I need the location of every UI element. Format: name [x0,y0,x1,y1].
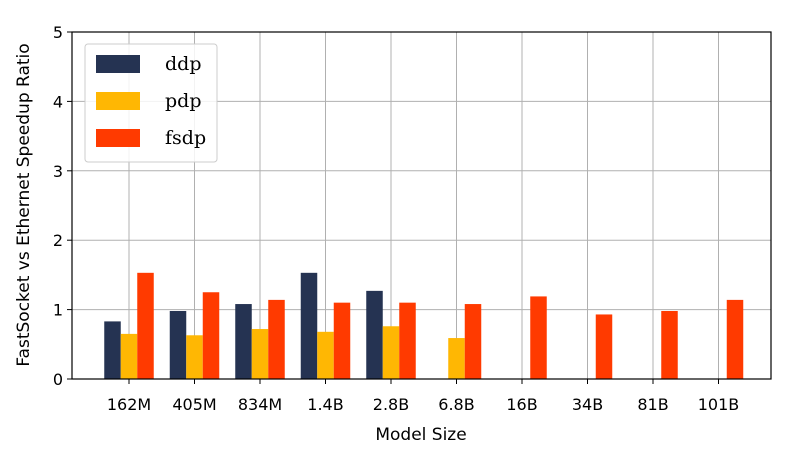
x-axis-ticks: 162M 405M 834M 1.4B 2.8B 6.8B 16B 34B 81B 101B [107,379,739,414]
bar-fsdp-101B [726,299,744,379]
legend-swatch-fsdp [96,129,140,147]
y-tick-label: 1 [53,301,63,320]
plot-frame [71,31,772,380]
bar-pdp-405M [186,335,203,379]
bar-pdp-2.8B [382,326,400,379]
x-tick-label: 405M [172,395,216,414]
legend-label-fsdp: fsdp [165,127,206,149]
y-axis-ticks: 0 1 2 3 4 5 [53,23,72,389]
x-axis-label: Model Size [375,425,466,445]
bar-fsdp-162M [137,272,154,379]
legend-label-pdp: pdp [165,90,202,112]
legend-label-ddp: ddp [165,53,202,75]
y-tick-label: 0 [53,370,63,389]
y-tick-label: 3 [53,162,63,181]
bar-fsdp-6.8B [464,304,482,379]
x-tick-label: 81B [637,395,668,414]
bar-pdp-6.8B [448,338,465,379]
bar-pdp-162M [120,333,138,379]
x-tick-label: 1.4B [307,395,343,414]
x-tick-label: 162M [107,395,151,414]
y-tick-label: 4 [53,92,63,111]
bar-ddp-834M [235,304,252,379]
bar-fsdp-16B [530,296,547,379]
bar-fsdp-34B [595,314,613,379]
bar-fsdp-2.8B [399,302,416,379]
bar-ddp-1.4B [300,272,318,379]
bar-ddp-405M [169,310,187,379]
bar-fsdp-81B [661,310,678,379]
x-tick-label: 101B [698,395,740,414]
y-axis-label: FastSocket vs Ethernet Speedup Ratio [14,43,34,366]
y-tick-label: 5 [53,23,63,42]
bar-pdp-1.4B [317,331,334,379]
legend-swatch-pdp [96,92,140,110]
bar-ddp-162M [104,321,121,379]
x-tick-label: 834M [238,395,282,414]
x-tick-label: 16B [506,395,537,414]
y-tick-label: 2 [53,231,63,250]
bars [104,272,744,379]
x-tick-label: 6.8B [438,395,474,414]
bar-ddp-2.8B [366,290,383,379]
bar-fsdp-405M [202,292,220,379]
x-tick-label: 34B [572,395,603,414]
bar-pdp-834M [251,329,269,379]
bar-fsdp-1.4B [333,302,351,379]
legend-swatch-ddp [96,55,140,73]
legend: ddp pdp fsdp [84,43,218,163]
bar-fsdp-834M [268,299,285,379]
x-tick-label: 2.8B [373,395,409,414]
